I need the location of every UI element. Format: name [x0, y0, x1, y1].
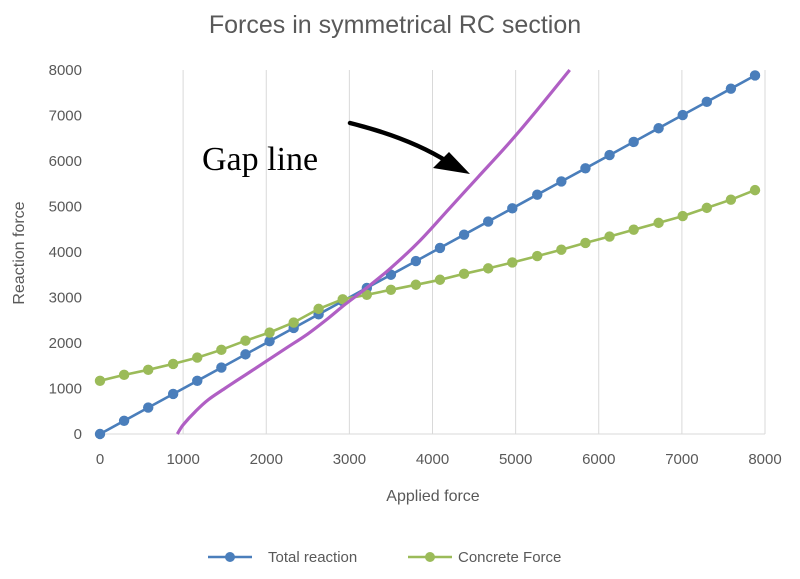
- x-tick-7000: 7000: [665, 451, 698, 468]
- x-tick-4000: 4000: [416, 451, 449, 468]
- data-point-concrete-force-14: [434, 274, 446, 285]
- grid-lines: [182, 70, 766, 434]
- series-concrete-force: [94, 184, 761, 386]
- annotation-arrow-shaft: [347, 120, 451, 165]
- data-point-concrete-force-22: [628, 224, 639, 235]
- data-point-concrete-force-25: [701, 202, 713, 214]
- data-point-concrete-force-20: [580, 237, 591, 249]
- data-point-total-reaction-23: [653, 123, 664, 134]
- gap-line: [175, 68, 571, 435]
- x-tick-1000: 1000: [166, 451, 199, 468]
- data-point-total-reaction-15: [458, 229, 470, 240]
- y-tick-4000: 4000: [49, 244, 82, 261]
- data-point-concrete-force-15: [458, 268, 470, 280]
- data-point-total-reaction-26: [725, 83, 737, 94]
- data-point-total-reaction-20: [580, 163, 591, 174]
- data-point-concrete-force-24: [677, 210, 688, 222]
- y-tick-6000: 6000: [49, 153, 82, 170]
- x-tick-2000: 2000: [250, 451, 283, 468]
- data-point-concrete-force-2: [143, 364, 154, 376]
- data-point-total-reaction-2: [143, 402, 154, 413]
- data-point-concrete-force-6: [240, 335, 251, 346]
- legend: Total reaction Concrete Force: [208, 549, 561, 566]
- data-point-concrete-force-12: [385, 284, 397, 295]
- data-point-total-reaction-5: [216, 362, 227, 373]
- data-point-total-reaction-24: [677, 109, 688, 121]
- data-point-concrete-force-4: [192, 352, 203, 363]
- data-point-total-reaction-13: [410, 255, 422, 267]
- data-point-concrete-force-0: [94, 375, 106, 386]
- data-point-concrete-force-1: [118, 369, 130, 381]
- chart-title: Forces in symmetrical RC section: [209, 11, 581, 39]
- data-point-concrete-force-8: [288, 317, 299, 328]
- data-point-total-reaction-4: [192, 375, 203, 386]
- legend-marker-concrete-force: [425, 552, 435, 562]
- x-tick-3000: 3000: [333, 451, 366, 468]
- data-point-total-reaction-16: [482, 216, 494, 227]
- x-tick-5000: 5000: [499, 451, 532, 468]
- data-point-total-reaction-18: [532, 189, 543, 200]
- data-point-concrete-force-9: [313, 303, 324, 315]
- data-point-concrete-force-21: [604, 231, 615, 242]
- gap-line-annotation: Gap line: [202, 141, 318, 178]
- legend-item-concrete-force: Concrete Force: [408, 549, 561, 566]
- data-point-total-reaction-27: [749, 70, 761, 81]
- legend-label-total-reaction: Total reaction: [268, 549, 357, 566]
- data-point-total-reaction-7: [264, 335, 275, 347]
- y-tick-0: 0: [74, 426, 82, 443]
- y-tick-3000: 3000: [49, 290, 82, 307]
- legend-label-concrete-force: Concrete Force: [458, 549, 561, 566]
- data-point-total-reaction-0: [94, 428, 106, 440]
- data-point-total-reaction-3: [167, 388, 179, 400]
- series-total-reaction: [94, 70, 761, 440]
- x-tick-0: 0: [96, 451, 104, 468]
- data-point-concrete-force-17: [507, 257, 518, 268]
- data-point-total-reaction-14: [434, 242, 446, 254]
- data-point-concrete-force-13: [410, 279, 422, 290]
- y-axis-label: Reaction force: [11, 201, 28, 304]
- data-point-concrete-force-16: [482, 263, 494, 274]
- data-point-concrete-force-5: [216, 344, 227, 356]
- data-point-concrete-force-23: [653, 217, 664, 229]
- data-point-total-reaction-21: [604, 149, 615, 161]
- annotation-arrow: [347, 120, 470, 174]
- data-point-total-reaction-22: [628, 136, 639, 148]
- data-point-concrete-force-7: [264, 327, 275, 338]
- y-tick-1000: 1000: [49, 381, 82, 398]
- legend-marker-total-reaction: [225, 552, 235, 562]
- data-point-total-reaction-17: [507, 203, 518, 214]
- series-line-total-reaction: [99, 74, 756, 436]
- data-point-concrete-force-27: [749, 184, 761, 196]
- x-tick-8000: 8000: [748, 451, 781, 468]
- legend-item-total-reaction: Total reaction: [208, 549, 357, 566]
- data-point-concrete-force-19: [556, 244, 567, 255]
- data-point-concrete-force-26: [725, 194, 737, 205]
- data-point-concrete-force-3: [167, 358, 179, 370]
- y-tick-2000: 2000: [49, 335, 82, 352]
- data-point-concrete-force-11: [361, 289, 373, 300]
- x-axis-label: Applied force: [386, 488, 479, 505]
- data-point-total-reaction-6: [240, 349, 251, 360]
- y-tick-5000: 5000: [49, 199, 82, 216]
- y-tick-7000: 7000: [49, 108, 82, 125]
- data-point-concrete-force-18: [532, 250, 543, 262]
- data-point-total-reaction-25: [701, 96, 713, 108]
- annotation-arrow-head: [433, 152, 470, 174]
- data-point-total-reaction-1: [118, 415, 130, 427]
- series-layer: [94, 70, 761, 440]
- data-point-total-reaction-19: [556, 176, 567, 187]
- series-line-concrete-force: [99, 188, 756, 383]
- y-tick-8000: 8000: [49, 62, 82, 79]
- data-point-concrete-force-10: [337, 294, 348, 305]
- x-tick-labels: 0 1000 2000 3000 4000 5000 6000 7000 8000: [96, 451, 782, 468]
- x-tick-6000: 6000: [582, 451, 615, 468]
- y-tick-labels: 0 1000 2000 3000 4000 5000 6000 7000 8000: [49, 62, 82, 443]
